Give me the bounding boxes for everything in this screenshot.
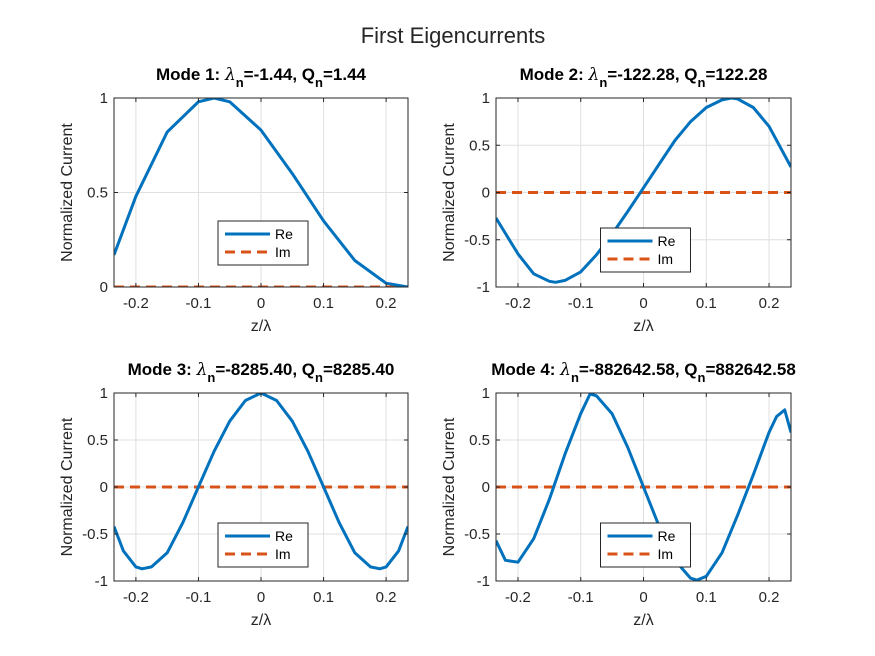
subplot-2-x-tick-label: 0 — [639, 295, 647, 312]
subplot-1-title-part: n — [315, 75, 323, 90]
subplot-4-x-tick-label: 0.2 — [759, 589, 780, 606]
subplot-4-x-axis-label: z/λ — [633, 612, 653, 629]
subplot-2-legend-label-im: Im — [658, 251, 674, 267]
subplot-3-title-part: n — [207, 370, 215, 385]
subplot-4-y-tick-label: -1 — [477, 573, 490, 590]
subplot-1-title-part: n — [236, 75, 244, 90]
subplot-1-x-tick-label: -0.1 — [186, 295, 212, 312]
subplot-1-legend-box — [217, 220, 309, 266]
subplot-4-x-tick-label: 0.1 — [696, 589, 717, 606]
subplot-3-legend-box — [217, 522, 309, 568]
subplot-3-legend-label-im: Im — [275, 546, 291, 562]
subplot-2-title-part: n — [599, 75, 607, 90]
subplot-2-group: -0.2 -0.1 0 0.1 0.2 -1 -0.5 0 0.5 1 z/λ Normalized … — [441, 65, 792, 335]
subplot-3-x-tick-label: -0.2 — [123, 589, 149, 606]
subplot-3-x-axis-label: z/λ — [251, 612, 271, 629]
subplot-3-y-tick-label: 0.5 — [87, 432, 108, 449]
subplot-3-legend-label-re: Re — [275, 528, 293, 544]
subplot-2-title-part: λ — [588, 65, 600, 85]
subplot-4-legend-box — [600, 522, 691, 568]
subplot-4-title-part: n — [698, 370, 706, 385]
subplot-2-y-tick-label: -0.5 — [464, 232, 490, 249]
subplot-3-y-tick-label: 1 — [100, 385, 108, 402]
subplot-1-y-axis-label: Normalized Current — [59, 123, 76, 262]
subplot-1-x-tick-label: 0.1 — [313, 295, 334, 312]
subplot-3-x-tick-label: 0 — [257, 589, 265, 606]
subplot-4-y-tick-label: 0 — [482, 479, 490, 496]
subplot-1-series-re — [114, 98, 408, 287]
subplot-2-legend-label-re: Re — [658, 233, 676, 249]
subplot-1-title-part: Mode 1: — [156, 65, 225, 84]
subplot-2-x-tick-label: 0.1 — [696, 295, 717, 312]
subplot-1-x-tick-label: 0.2 — [376, 295, 397, 312]
subplot-3-x-tick-label: 0.1 — [313, 589, 334, 606]
subplot-4-title-part: =-882642.58, Q — [579, 360, 698, 379]
subplot-3-x-tick-label: 0.2 — [376, 589, 397, 606]
subplot-2-x-tick-label: 0.2 — [759, 295, 780, 312]
subplot-1-y-tick-label: 0.5 — [87, 185, 108, 202]
subplot-4-title-part: Mode 4: — [491, 360, 560, 379]
subplot-3-y-tick-label: -1 — [95, 573, 108, 590]
subplot-1-title-part: λ — [224, 65, 236, 85]
subplot-2-y-tick-label: 0 — [482, 185, 490, 202]
subplot-4-x-tick-label: 0 — [639, 589, 647, 606]
subplot-3-title-part: n — [315, 370, 323, 385]
subplot-3-title-part: =8285.40 — [323, 360, 394, 379]
subplot-3-y-axis-label: Normalized Current — [59, 417, 76, 556]
subplot-1-group: -0.2 -0.1 0 0.1 0.2 0 0.5 1 z/λ Normalized Curren… — [59, 65, 409, 335]
subplot-2-x-tick-label: -0.1 — [568, 295, 594, 312]
subplot-3-y-tick-label: 0 — [100, 479, 108, 496]
subplot-2-x-axis-label: z/λ — [633, 318, 653, 335]
subplot-1-x-tick-label: -0.2 — [123, 295, 149, 312]
figure-title: First Eigencurrents — [361, 23, 546, 48]
subplot-3-y-tick-label: -0.5 — [82, 526, 108, 543]
subplot-4-legend-label-re: Re — [658, 528, 676, 544]
subplot-4-y-tick-label: 1 — [482, 385, 490, 402]
subplot-3-title: Mode 3: λn=-8285.40, Qn=8285.40 — [128, 360, 395, 385]
subplot-2-title: Mode 2: λn=-122.28, Qn=122.28 — [520, 65, 768, 90]
subplot-2-legend-box — [600, 227, 691, 273]
subplot-4-series-re — [496, 393, 791, 581]
subplot-4-x-tick-label: -0.2 — [505, 589, 531, 606]
subplot-2-y-tick-label: -1 — [477, 279, 490, 296]
subplot-1-y-tick-label: 0 — [100, 279, 108, 296]
subplot-1-x-tick-label: 0 — [257, 295, 265, 312]
subplot-4-title: Mode 4: λn=-882642.58, Qn=882642.58 — [491, 360, 796, 385]
subplot-4-x-tick-label: -0.1 — [568, 589, 594, 606]
subplot-2-y-axis-label: Normalized Current — [441, 123, 458, 262]
subplot-4-title-part: =882642.58 — [705, 360, 795, 379]
subplot-1-legend-label-re: Re — [275, 226, 293, 242]
subplot-1-title-part: =1.44 — [323, 65, 367, 84]
subplot-4-y-tick-label: 0.5 — [469, 432, 490, 449]
subplot-2-x-tick-label: -0.2 — [505, 295, 531, 312]
subplot-4-title-part: n — [571, 370, 579, 385]
subplot-2-title-part: =122.28 — [705, 65, 767, 84]
subplot-2-title-part: Mode 2: — [520, 65, 589, 84]
subplot-2-series-re — [496, 98, 791, 284]
subplot-2-title-part: =-122.28, Q — [607, 65, 697, 84]
subplot-2-y-tick-label: 0.5 — [469, 137, 490, 154]
subplot-3-title-part: Mode 3: — [128, 360, 197, 379]
subplot-1-title: Mode 1: λn=-1.44, Qn=1.44 — [156, 65, 367, 90]
subplot-4-title-part: λ — [559, 360, 571, 380]
subplot-1-x-axis-label: z/λ — [251, 318, 271, 335]
subplot-1-title-part: =-1.44, Q — [244, 65, 315, 84]
subplot-3-title-part: λ — [196, 360, 208, 380]
subplot-3-title-part: =-8285.40, Q — [215, 360, 315, 379]
subplot-3-x-tick-label: -0.1 — [186, 589, 212, 606]
subplot-4-group: -0.2 -0.1 0 0.1 0.2 -1 -0.5 0 0.5 1 z/λ Normalized … — [441, 360, 796, 629]
subplot-1-y-tick-label: 1 — [100, 90, 108, 107]
subplot-4-y-axis-label: Normalized Current — [441, 417, 458, 556]
subplot-3-group: -0.2 -0.1 0 0.1 0.2 -1 -0.5 0 0.5 1 z/λ Normalized … — [59, 360, 409, 629]
subplot-1-legend-label-im: Im — [275, 244, 291, 260]
subplot-4-legend-label-im: Im — [658, 546, 674, 562]
subplot-4-y-tick-label: -0.5 — [464, 526, 490, 543]
subplot-3-series-re — [114, 393, 408, 571]
subplot-2-title-part: n — [698, 75, 706, 90]
subplot-2-y-tick-label: 1 — [482, 90, 490, 107]
